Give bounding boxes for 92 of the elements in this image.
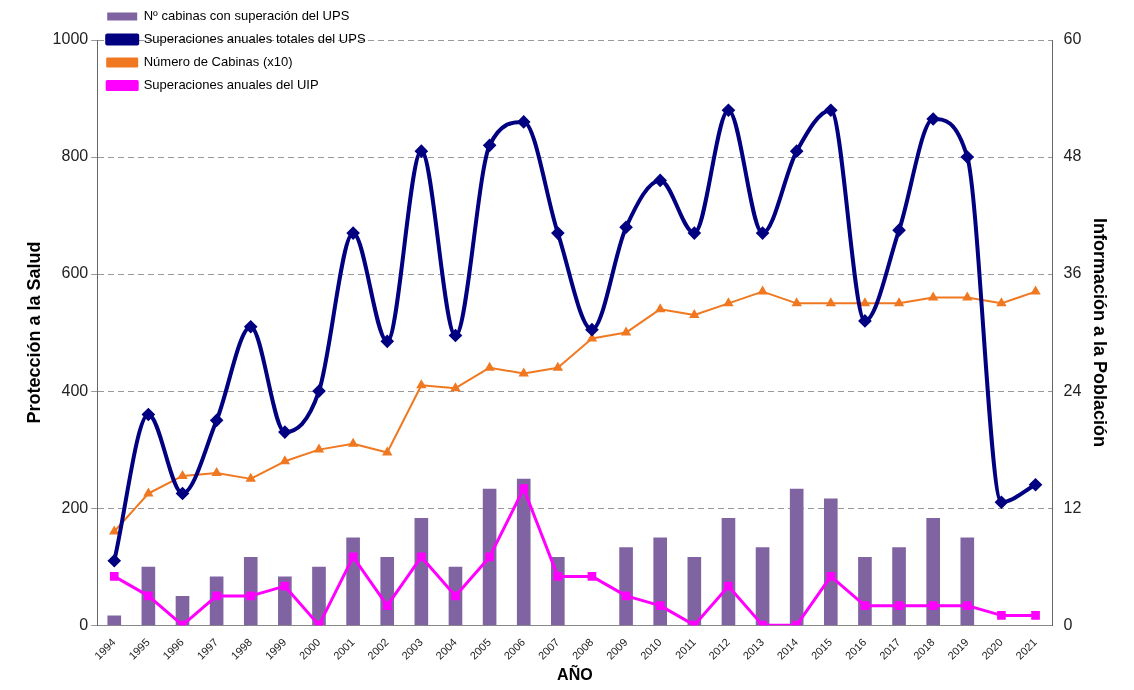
point	[483, 139, 496, 152]
legend-label: Superaciones anuales totales del UPS	[143, 31, 366, 47]
point	[995, 496, 1008, 509]
y-tick-label: 200	[61, 498, 89, 516]
point	[212, 468, 222, 477]
point	[109, 526, 119, 535]
point	[620, 221, 633, 234]
point	[178, 470, 187, 479]
bar	[721, 517, 736, 626]
y2-tick-label: 24	[1063, 381, 1082, 399]
bar	[892, 547, 906, 626]
point	[382, 447, 392, 456]
y2-tick-label: 48	[1063, 147, 1082, 165]
bar	[619, 547, 633, 626]
bar	[687, 556, 702, 626]
y-tick-label: 400	[61, 381, 89, 399]
point	[246, 473, 256, 482]
point	[416, 380, 426, 389]
point	[790, 145, 803, 158]
y2-axis-title: Información a la Población	[1090, 218, 1111, 448]
point	[348, 438, 358, 447]
point	[176, 487, 189, 500]
legend-label: Nº cabinas con superación del UPS	[143, 8, 350, 24]
point	[689, 310, 699, 319]
point	[519, 368, 529, 377]
bar	[858, 556, 872, 626]
y2-tick-label: 36	[1063, 264, 1082, 282]
point	[893, 224, 906, 237]
point	[928, 292, 938, 301]
point	[723, 298, 733, 307]
point	[1031, 286, 1041, 295]
bar	[107, 615, 122, 626]
bar	[482, 488, 497, 626]
point	[792, 298, 802, 307]
point	[996, 298, 1006, 307]
point	[415, 145, 428, 158]
legend-label: Superaciones anuales del UIP	[143, 77, 319, 93]
point	[108, 554, 121, 567]
point	[1029, 478, 1042, 491]
point	[585, 323, 598, 336]
point	[517, 115, 530, 128]
point	[654, 174, 667, 187]
point	[758, 286, 768, 295]
point	[722, 104, 735, 117]
y-tick-label: 600	[61, 264, 89, 282]
y-axis-title: Protección a la Salud	[23, 241, 44, 424]
point	[314, 444, 324, 453]
point	[688, 227, 701, 240]
point	[280, 456, 290, 465]
point	[347, 227, 360, 240]
point	[826, 298, 836, 307]
point	[278, 426, 291, 439]
bar	[823, 498, 838, 626]
y-tick-label: 800	[61, 147, 89, 165]
point	[244, 320, 257, 333]
point	[381, 335, 394, 348]
bar	[789, 488, 804, 626]
bar	[346, 537, 360, 626]
y-tick-label: 0	[79, 615, 89, 633]
bar	[653, 537, 668, 626]
x-axis-title: AÑO	[557, 663, 593, 683]
point	[449, 329, 462, 342]
point	[621, 327, 631, 336]
point	[210, 414, 223, 427]
point	[142, 408, 155, 421]
bar	[926, 517, 940, 626]
y2-tick-label: 12	[1063, 498, 1082, 516]
point	[312, 385, 325, 398]
point	[860, 298, 870, 307]
point	[655, 304, 665, 313]
bar	[755, 547, 770, 626]
y2-tick-label: 0	[1063, 615, 1073, 633]
bar	[312, 566, 326, 626]
bar	[243, 556, 258, 626]
bar	[516, 478, 531, 626]
bar	[960, 537, 975, 626]
y2-tick-label: 60	[1063, 30, 1082, 48]
y-tick-label: 1000	[52, 30, 89, 48]
point	[551, 227, 564, 240]
point	[451, 383, 460, 392]
point	[553, 362, 563, 371]
point	[143, 488, 153, 497]
point	[858, 314, 871, 327]
point	[961, 151, 974, 164]
point	[927, 113, 940, 125]
point	[894, 298, 904, 307]
point	[962, 292, 972, 301]
point	[485, 362, 495, 371]
legend-label: Número de Cabinas (x10)	[143, 54, 293, 70]
point	[756, 227, 769, 240]
point	[824, 104, 837, 117]
bar	[414, 517, 429, 626]
